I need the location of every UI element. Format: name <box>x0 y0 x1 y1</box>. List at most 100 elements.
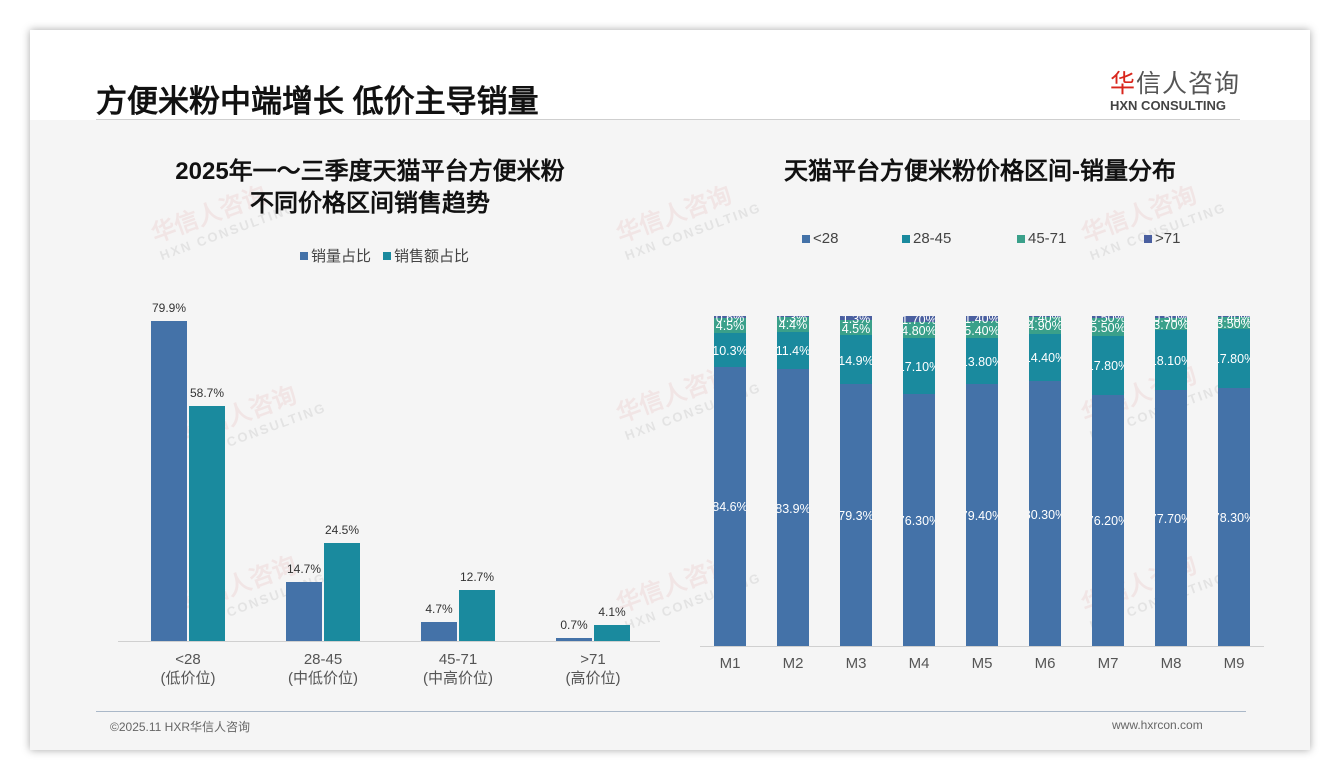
segment-value-label: 79.3% <box>840 509 872 524</box>
x-axis-label: M9 <box>1223 655 1245 672</box>
x-axis-label: M7 <box>1097 655 1119 672</box>
left-chart-title-line2: 不同价格区间销售趋势 <box>250 190 490 217</box>
category-label: >71 <box>580 651 606 668</box>
category-sublabel: (高价位) <box>565 670 621 687</box>
segment-value-label: 3.50% <box>1218 317 1250 332</box>
bar-value-label: 12.7% <box>459 570 495 585</box>
bar-sales-amount <box>459 590 495 641</box>
footer-copyright: ©2025.11 HXR华信人咨询 <box>110 720 250 734</box>
stacked-bar-m8: 77.70% 18.10% 3.70%0.50% <box>1155 316 1187 646</box>
header-divider <box>96 119 1240 120</box>
header: 方便米粉中端增长 低价主导销量 华信人咨询 HXN CONSULTING <box>30 30 1310 120</box>
legend-swatch-icon <box>1017 234 1025 243</box>
segment-value-label: 4.5% <box>841 321 871 336</box>
x-axis-label: M6 <box>1034 655 1056 672</box>
segment-value-label: 3.70% <box>1155 317 1187 332</box>
legend-item-sales-amount: 销售额占比 <box>383 245 469 266</box>
legend-item-lt28: <28 <box>802 230 902 247</box>
legend-swatch-icon <box>300 251 308 260</box>
segment-value-label: 17.80% <box>1218 352 1250 367</box>
bar-value-label: 24.5% <box>324 522 360 537</box>
bar-segment-gt71 <box>966 316 998 321</box>
x-axis-label: >71 (高价位) <box>533 650 653 688</box>
bar-segment-28-45 <box>1155 329 1187 390</box>
legend-item-sales-volume: 销量占比 <box>300 245 371 266</box>
segment-value-label: 76.30% <box>903 514 935 529</box>
x-axis-label: <28 (低价位) <box>128 650 248 688</box>
right-chart-x-axis <box>700 646 1264 647</box>
legend-item-28-45: 28-45 <box>902 230 1017 247</box>
bar-segment-lt28 <box>1092 394 1124 646</box>
legend-swatch-icon <box>902 234 910 243</box>
bar-segment-lt28 <box>714 366 746 646</box>
segment-value-label: 10.3% <box>714 343 746 358</box>
legend-label: 销量占比 <box>311 248 372 265</box>
segment-value-label: 1.40% <box>966 316 998 327</box>
stacked-bar-m6: 80.30% 14.40% 4.90%0.40% <box>1029 316 1061 646</box>
stacked-bar-m2: 83.9% 11.4% 4.4% 0.3% <box>777 316 809 646</box>
bar-segment-lt28 <box>1218 387 1250 646</box>
bar-segment-45-71 <box>714 318 746 333</box>
bar-value-label: 79.9% <box>151 301 187 315</box>
segment-value-label: 4.4% <box>778 318 808 333</box>
segment-value-label: 0.50% <box>1155 316 1187 325</box>
segment-value-label: 4.5% <box>715 319 745 334</box>
x-axis-label: M4 <box>908 655 930 672</box>
category-label: <28 <box>175 651 201 668</box>
bar-value-label: 14.7% <box>286 562 322 577</box>
stacked-bar-m3: 79.3% 14.9% 4.5% 1.3% <box>840 316 872 646</box>
segment-value-label: 11.4% <box>777 344 809 359</box>
segment-value-label: 77.70% <box>1155 511 1187 526</box>
stacked-bar-m5: 79.40% 13.80% 5.40%1.40% <box>966 316 998 646</box>
stacked-bar-m7: 76.20% 17.80% 5.50%0.50% <box>1092 316 1124 646</box>
bar-segment-gt71 <box>1029 316 1061 318</box>
segment-value-label: 0.3% <box>778 316 808 325</box>
segment-value-label: 13.80% <box>966 355 998 370</box>
category-sublabel: (中高价位) <box>423 670 493 687</box>
legend-label: 销售额占比 <box>394 248 470 265</box>
legend-item-45-71: 45-71 <box>1017 230 1144 247</box>
category-label: 28-45 <box>303 651 343 668</box>
bar-segment-28-45 <box>777 331 809 370</box>
segment-value-label: 80.30% <box>1029 507 1061 522</box>
bar-segment-28-45 <box>903 337 935 395</box>
legend-label: 45-71 <box>1028 230 1067 247</box>
bar-segment-45-71 <box>966 320 998 339</box>
bar-segment-gt71 <box>1155 316 1187 318</box>
bar-sales-volume <box>286 582 322 641</box>
bar-sales-volume <box>556 638 592 641</box>
bar-segment-gt71 <box>903 316 935 322</box>
x-axis-label: M3 <box>845 655 867 672</box>
bar-value-label: 4.1% <box>598 604 626 619</box>
legend-swatch-icon <box>802 234 810 243</box>
bar-segment-lt28 <box>840 384 872 646</box>
bar-segment-lt28 <box>966 383 998 646</box>
page-title: 方便米粉中端增长 低价主导销量 <box>96 84 539 119</box>
segment-value-label: 14.40% <box>1029 351 1061 366</box>
right-chart-legend: <28 28-45 45-71 >71 <box>802 230 1180 247</box>
bar-segment-gt71 <box>714 316 746 318</box>
logo-cn-rest: 信人咨询 <box>1136 70 1241 98</box>
bar-value-label: 4.7% <box>425 602 453 617</box>
segment-value-label: 17.10% <box>903 360 935 374</box>
bar-segment-gt71 <box>777 316 809 317</box>
bar-segment-45-71 <box>1155 317 1187 330</box>
bar-segment-gt71 <box>1092 316 1124 318</box>
legend-swatch-icon <box>383 251 392 260</box>
company-logo: 华信人咨询 HXN CONSULTING <box>1110 64 1240 113</box>
x-axis-label: M5 <box>971 655 993 672</box>
bar-segment-lt28 <box>777 369 809 646</box>
bar-segment-lt28 <box>903 394 935 646</box>
segment-value-label: 18.10% <box>1155 353 1187 368</box>
right-chart-title: 天猫平台方便米粉价格区间-销量分布 <box>784 158 1176 185</box>
bar-sales-amount <box>324 542 360 641</box>
segment-value-label: 0.40% <box>1218 316 1250 325</box>
left-chart-legend: 销量占比 销售额占比 <box>300 245 469 266</box>
watermark-en: HXN CONSULTING <box>622 199 764 264</box>
bar-sales-amount <box>189 405 225 641</box>
bar-segment-28-45 <box>840 335 872 385</box>
x-axis-label: 28-45 (中低价位) <box>263 650 383 688</box>
bar-segment-45-71 <box>840 320 872 336</box>
category-label: 45-71 <box>438 651 478 668</box>
stacked-bar-m1: 84.6% 10.3% 4.5% 0.6% <box>714 316 746 646</box>
